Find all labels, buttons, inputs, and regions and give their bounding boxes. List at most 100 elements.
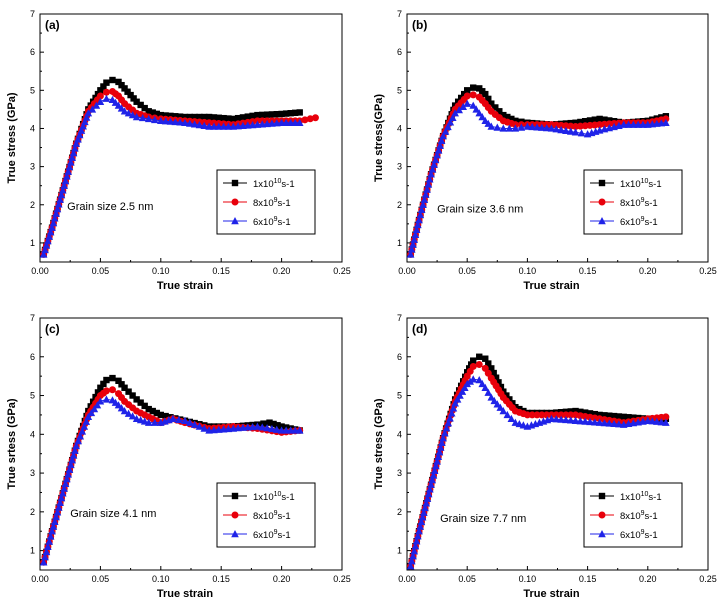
data-point <box>416 522 425 530</box>
panel-label: (d) <box>412 322 427 336</box>
data-point <box>120 407 129 415</box>
data-point <box>596 411 603 419</box>
data-point <box>67 460 75 469</box>
data-point <box>424 180 433 188</box>
data-point <box>619 120 628 128</box>
data-point <box>490 369 497 377</box>
x-axis-title: True strain <box>523 588 580 600</box>
data-point <box>576 417 585 425</box>
y-tick-label: 5 <box>30 85 35 95</box>
data-point <box>512 117 519 125</box>
legend-label: 6x109s-1 <box>620 216 658 228</box>
data-point <box>662 418 670 426</box>
data-point <box>287 110 294 117</box>
data-point <box>528 122 537 131</box>
y-tick-label: 3 <box>30 162 35 172</box>
data-point <box>94 389 102 396</box>
data-point <box>176 113 184 120</box>
y-tick-label: 5 <box>30 391 35 401</box>
data-point <box>469 91 477 99</box>
data-point <box>595 418 604 426</box>
data-point <box>482 90 489 98</box>
data-point <box>185 418 194 426</box>
legend-label: 1x1010s-1 <box>253 178 295 190</box>
data-point <box>108 386 116 394</box>
legend-label: 6x109s-1 <box>620 529 658 541</box>
data-point <box>601 412 608 419</box>
data-point <box>436 141 444 149</box>
data-point <box>415 527 423 535</box>
data-point <box>625 414 632 421</box>
data-point <box>268 111 276 118</box>
data-point <box>591 116 599 123</box>
legend-label: 8x109s-1 <box>620 197 658 209</box>
x-tick-label: 0.05 <box>458 574 476 584</box>
data-point <box>572 407 579 415</box>
data-point <box>201 113 208 121</box>
data-point <box>463 99 471 107</box>
data-point <box>181 113 189 121</box>
data-point <box>417 205 426 214</box>
legend-marker <box>231 179 239 187</box>
x-tick-label: 0.10 <box>519 574 537 584</box>
data-point <box>433 151 441 159</box>
data-point <box>542 124 551 132</box>
data-point <box>662 413 670 421</box>
data-point <box>225 115 232 122</box>
y-tick-label: 4 <box>397 429 402 439</box>
data-point <box>149 407 156 415</box>
data-point <box>411 542 420 550</box>
data-point <box>157 116 165 125</box>
data-point <box>523 122 532 130</box>
data-point <box>65 163 74 171</box>
legend-marker <box>598 530 606 538</box>
x-tick-label: 0.15 <box>212 574 230 584</box>
data-point <box>409 552 417 560</box>
data-point <box>54 503 63 511</box>
data-point <box>610 412 618 420</box>
data-point <box>118 381 125 388</box>
data-point <box>45 537 54 545</box>
x-tick-label: 0.00 <box>398 266 416 276</box>
data-point <box>61 479 70 488</box>
data-point <box>137 399 144 406</box>
data-point <box>420 508 428 516</box>
data-point <box>653 417 661 425</box>
data-point <box>433 457 441 465</box>
data-point <box>102 94 111 102</box>
data-point <box>71 144 79 152</box>
data-point <box>87 408 96 417</box>
data-point <box>455 106 463 114</box>
x-axis-title: True strain <box>523 280 580 292</box>
data-point <box>102 88 110 96</box>
x-tick-label: 0.05 <box>92 266 110 276</box>
data-point <box>414 220 422 229</box>
data-point <box>258 423 267 431</box>
data-point <box>200 121 209 129</box>
data-point <box>410 235 419 243</box>
data-point <box>581 417 589 425</box>
data-point <box>82 113 91 121</box>
data-point <box>144 418 153 426</box>
data-point <box>169 414 177 422</box>
data-point <box>132 113 141 121</box>
data-point <box>435 448 444 456</box>
data-point <box>74 135 82 143</box>
data-point <box>56 498 64 506</box>
data-point <box>503 392 510 399</box>
data-point <box>109 374 116 382</box>
data-point <box>268 424 276 433</box>
data-point <box>567 411 575 419</box>
data-point <box>431 155 440 164</box>
data-point <box>566 416 575 424</box>
data-point <box>133 98 140 105</box>
data-point <box>566 127 575 135</box>
y-axis-title: True stress (GPa) <box>6 92 18 183</box>
data-point <box>416 210 425 219</box>
data-point <box>69 451 78 459</box>
data-point <box>624 120 633 128</box>
data-point <box>605 419 614 427</box>
data-point <box>629 120 638 128</box>
data-point <box>96 397 105 405</box>
grain-size-annotation: Grain size 4.1 nm <box>70 508 156 520</box>
